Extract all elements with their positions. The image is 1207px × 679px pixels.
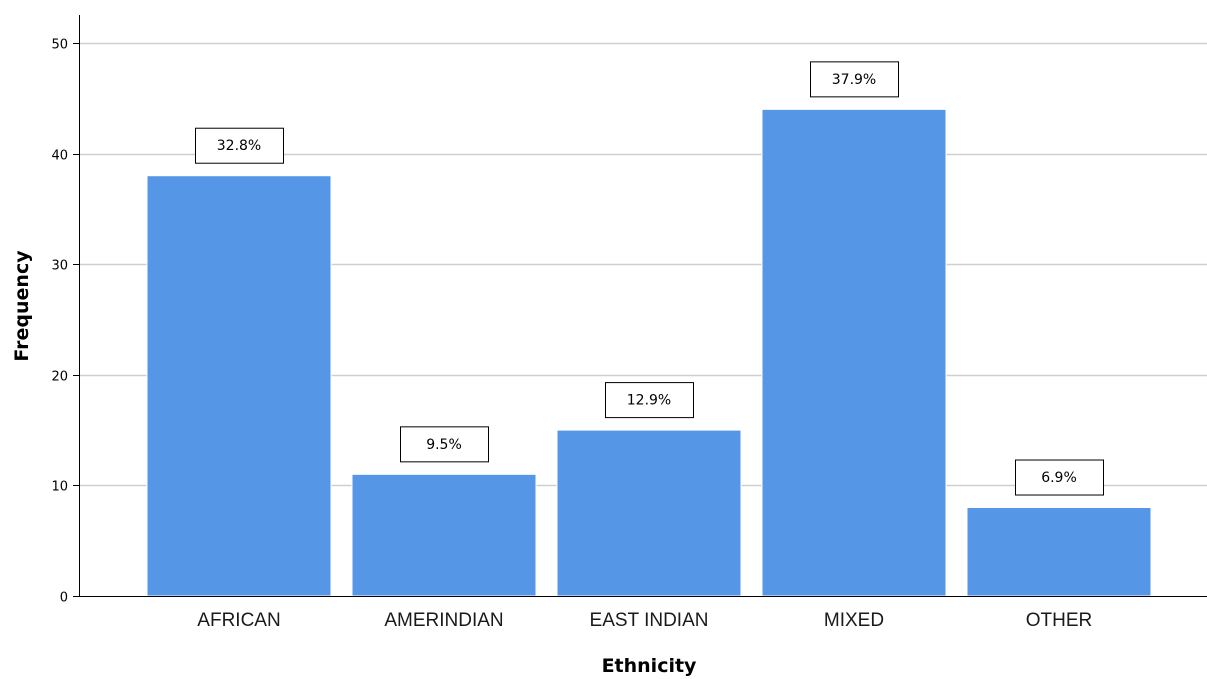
data-labels: 32.8% 9.5% 12.9% 37.9% 6.9%: [195, 61, 1104, 496]
y-tick-label: 40: [51, 149, 68, 164]
bar: [146, 175, 332, 597]
y-tick-labels: 0 10 20 30 40 50: [51, 38, 79, 606]
x-category-label: EAST INDIAN: [590, 610, 709, 631]
data-label: 6.9%: [1041, 470, 1077, 486]
data-label: 9.5%: [426, 437, 462, 453]
data-label: 12.9%: [627, 393, 671, 409]
x-category-labels: AFRICAN AMERINDIAN EAST INDIAN MIXED OTHER: [197, 610, 1092, 631]
bar: [556, 429, 742, 597]
y-tick-label: 20: [51, 370, 68, 385]
bar: [966, 507, 1152, 597]
data-label-box: [195, 127, 284, 164]
data-label: 37.9%: [832, 72, 876, 88]
y-axis-title: Frequency: [11, 250, 33, 362]
x-category-label: OTHER: [1026, 610, 1093, 631]
data-label-box: [1015, 459, 1104, 496]
x-category-label: AMERINDIAN: [384, 610, 503, 631]
x-category-label: MIXED: [824, 610, 884, 631]
data-label-box: [605, 382, 694, 419]
bar: [351, 473, 537, 597]
bar: [761, 108, 947, 597]
axes: [79, 15, 1207, 597]
y-tick-label: 50: [51, 38, 68, 53]
data-label-box: [400, 426, 489, 463]
y-tick-label: 10: [51, 480, 68, 495]
data-label-box: [810, 61, 899, 98]
x-category-label: AFRICAN: [197, 610, 280, 631]
x-axis-title: Ethnicity: [602, 655, 697, 677]
y-tick-label: 30: [51, 259, 68, 274]
y-tick-label: 0: [60, 591, 68, 606]
bars: [146, 108, 1152, 597]
data-label: 32.8%: [217, 138, 261, 154]
